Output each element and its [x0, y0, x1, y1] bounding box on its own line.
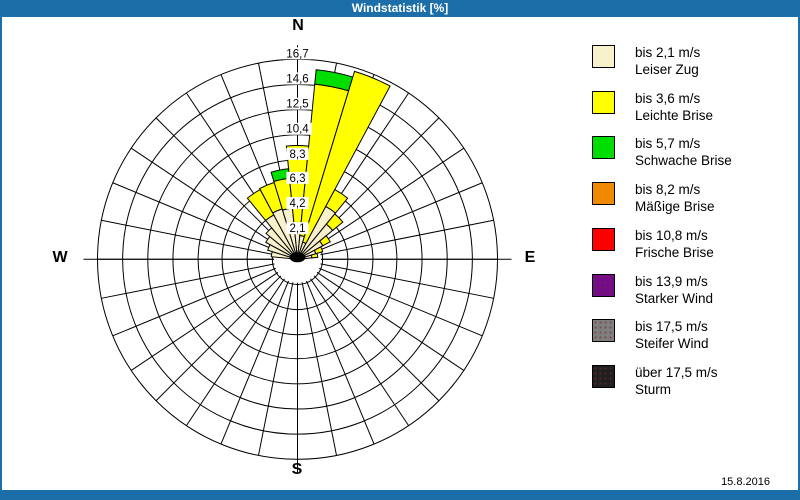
legend-label: bis 3,6 m/s Leichte Brise — [635, 90, 714, 123]
ring-label-bg — [283, 97, 312, 110]
ring-label-bg — [283, 122, 312, 135]
legend-color-swatch — [592, 273, 615, 297]
grid-spoke — [297, 258, 440, 402]
calm-marker-dot — [289, 252, 306, 263]
legend-item: bis 3,6 m/s Leichte Brise — [590, 90, 795, 136]
ring-label-bg — [286, 171, 309, 184]
ring-label-bg — [286, 197, 309, 210]
legend-color-swatch — [592, 364, 615, 388]
bottom-frame-bar — [2, 490, 798, 500]
legend-item: bis 2,1 m/s Leiser Zug — [590, 44, 795, 90]
ring-label: 10,4 — [286, 124, 309, 136]
legend-item: bis 5,7 m/s Schwache Brise — [590, 135, 795, 181]
grid-spoke — [297, 182, 483, 260]
grid-spoke — [297, 219, 494, 260]
legend-item: bis 8,2 m/s Mäßige Brise — [590, 181, 795, 227]
legend-label: bis 17,5 m/s Steifer Wind — [635, 319, 709, 352]
window-title: Windstatistik [%] — [2, 0, 798, 17]
compass-label-west: W — [52, 249, 68, 266]
compass-label-north: N — [292, 17, 304, 34]
legend-item: über 17,5 m/s Sturm — [590, 364, 795, 410]
legend-item: bis 17,5 m/s Steifer Wind — [590, 318, 795, 364]
ring-label: 8,3 — [290, 149, 306, 161]
grid-spoke — [155, 258, 298, 402]
grid-spoke — [101, 219, 298, 260]
grid-spoke — [185, 259, 298, 426]
legend-color-swatch — [592, 90, 615, 114]
grid-spoke — [101, 258, 298, 299]
windrose-bar-segment — [313, 246, 324, 255]
grid-spoke — [297, 258, 483, 337]
legend-label: bis 5,7 m/s Schwache Brise — [635, 136, 732, 169]
legend-color-swatch — [592, 182, 615, 206]
legend-label: bis 8,2 m/s Mäßige Brise — [635, 182, 715, 215]
legend-item: bis 10,8 m/s Frische Brise — [590, 227, 795, 273]
legend-color-swatch — [592, 136, 615, 160]
ring-label: 12,5 — [286, 99, 308, 111]
ring-label: 2,1 — [290, 223, 306, 235]
ring-label: 14,6 — [286, 73, 308, 85]
ring-label: 6,3 — [290, 173, 306, 185]
legend-label: über 17,5 m/s Sturm — [635, 364, 718, 397]
windrose-bar-segment — [319, 235, 331, 247]
grid-spoke — [112, 258, 298, 337]
legend-label: bis 13,9 m/s Starker Wind — [635, 273, 714, 306]
windrose-bar-segment — [310, 252, 319, 259]
legend-color-swatch — [592, 227, 615, 251]
date-label: 15.8.2016 — [721, 476, 770, 488]
legend-label: bis 2,1 m/s Leiser Zug — [635, 45, 701, 77]
grid-spoke — [257, 259, 298, 456]
ring-label-bg — [286, 222, 309, 235]
legend-color-swatch — [592, 319, 615, 343]
windrose-bar-segment — [325, 213, 344, 232]
grid-spoke — [297, 258, 494, 299]
compass-label-east: E — [524, 249, 536, 266]
ring-label-bg — [283, 72, 312, 85]
compass-label-south: S — [291, 461, 303, 478]
ring-label: 4,2 — [290, 198, 306, 210]
windrose-bar-segment — [302, 70, 391, 245]
legend-item: bis 13,9 m/s Starker Wind — [590, 273, 795, 319]
legend-color-swatch — [592, 45, 615, 68]
grid-spoke — [297, 259, 338, 456]
grid-spoke — [297, 259, 375, 445]
ring-label-bg — [283, 47, 312, 60]
grid-spoke — [297, 259, 410, 426]
legend-label: bis 10,8 m/s Frische Brise — [635, 227, 714, 260]
grid-spoke — [112, 182, 298, 260]
grid-spoke — [130, 258, 298, 371]
grid-spoke — [297, 258, 465, 371]
ring-label: 16,7 — [286, 48, 308, 60]
ring-label-bg — [286, 147, 309, 160]
windrose-bar-segment — [325, 188, 349, 214]
grid-spoke — [220, 259, 298, 445]
